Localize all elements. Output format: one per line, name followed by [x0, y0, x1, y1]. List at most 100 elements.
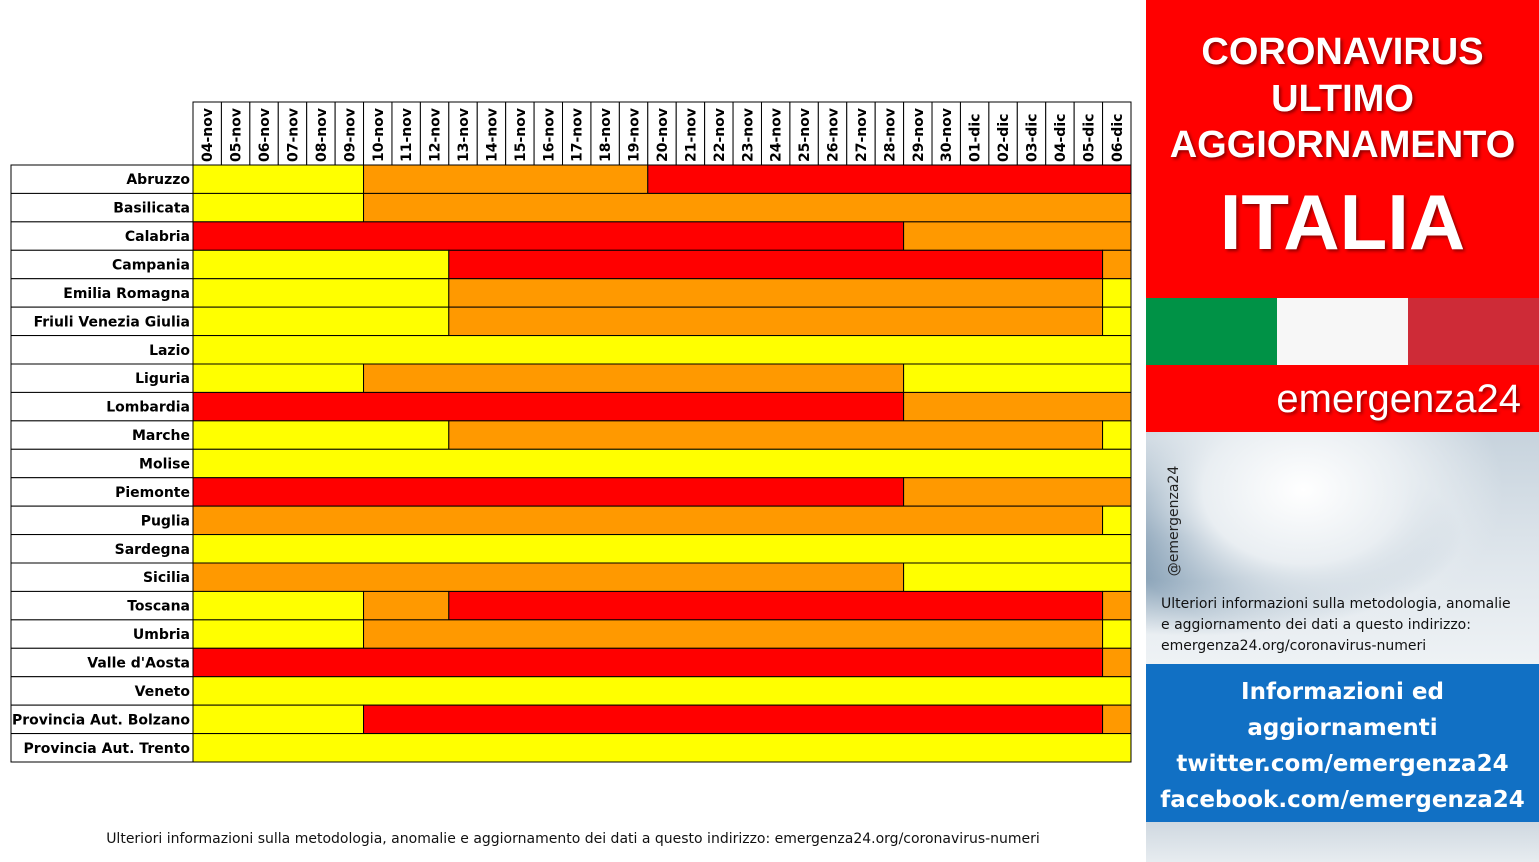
zone-heatmap-chart: 04-nov 05-nov 06-nov 07-nov 08-nov 09-nov 10-n…: [10, 101, 1132, 763]
zone-segment-giallo: [192, 590, 365, 621]
region-label-cell: [10, 477, 194, 507]
date-label: 29-nov: [911, 108, 927, 162]
date-header-cell: [817, 101, 848, 166]
date-label: 26-nov: [826, 108, 842, 162]
methodology-line-3: emergenza24.org/coronavirus-numeri: [1161, 638, 1427, 654]
zone-segment-rosso: [448, 590, 1104, 621]
date-label: 16-nov: [541, 108, 557, 162]
headline-line-2: ULTIMO: [1271, 78, 1414, 120]
zone-segment-giallo: [192, 534, 1132, 564]
zone-segment-giallo: [192, 363, 365, 393]
date-header-cell: [192, 101, 222, 166]
region-label-cell: [10, 505, 194, 536]
headline-country: ITALIA: [1219, 178, 1466, 266]
zone-segment-giallo: [192, 704, 365, 735]
date-label: 21-nov: [683, 108, 699, 162]
zone-segment-rosso: [192, 221, 905, 251]
zone-segment-giallo: [1102, 505, 1132, 536]
date-label: 03-dic: [1025, 114, 1041, 162]
zone-segment-giallo: [1102, 278, 1132, 308]
region-label: Molise: [139, 457, 190, 473]
date-label: 18-nov: [598, 108, 614, 162]
region-label-cell: [10, 733, 194, 763]
zone-segment-arancione: [192, 562, 905, 592]
zone-segment-giallo: [192, 335, 1132, 365]
region-label-cell: [10, 647, 194, 678]
zone-segment-giallo: [192, 164, 365, 194]
date-label: 17-nov: [570, 108, 586, 162]
zone-segment-giallo: [192, 306, 450, 337]
brand-name: emergenza24: [1276, 377, 1521, 421]
region-label: Abruzzo: [126, 172, 190, 188]
footnote: Ulteriori informazioni sulla metodologia…: [106, 831, 1040, 847]
date-header-cell: [760, 101, 791, 166]
region-label: Puglia: [141, 513, 190, 529]
region-label: Provincia Aut. Trento: [24, 741, 191, 757]
region-label-cell: [10, 534, 194, 564]
date-header-cell: [334, 101, 365, 166]
region-label-cell: [10, 391, 194, 422]
zone-segment-arancione: [448, 306, 1104, 337]
region-label: Umbria: [133, 627, 190, 643]
region-label: Piemonte: [115, 485, 190, 501]
zone-segment-giallo: [192, 249, 450, 280]
date-label: 19-nov: [627, 108, 643, 162]
region-label-cell: [10, 249, 194, 280]
region-label-cell: [10, 619, 194, 649]
region-label-cell: [10, 704, 194, 735]
zone-segment-arancione: [1102, 590, 1132, 621]
date-label: 06-nov: [257, 108, 273, 162]
headline-block: CORONAVIRUS ULTIMO AGGIORNAMENTO ITALIA: [1146, 0, 1539, 298]
facebook-link[interactable]: facebook.com/emergenza24: [1160, 787, 1525, 813]
zone-segment-giallo: [192, 619, 365, 649]
zone-segment-arancione: [192, 505, 1104, 536]
zone-segment-arancione: [903, 477, 1132, 507]
social-handle: @emergenza24: [1164, 460, 1184, 582]
twitter-link[interactable]: twitter.com/emergenza24: [1176, 751, 1509, 777]
date-label: 12-nov: [428, 108, 444, 162]
region-label: Lazio: [149, 343, 190, 359]
date-label: 04-dic: [1053, 114, 1069, 162]
headline-line-1: CORONAVIRUS: [1201, 31, 1484, 73]
info-panel: CORONAVIRUS ULTIMO AGGIORNAMENTO ITALIA …: [1146, 0, 1539, 862]
date-label: 25-nov: [797, 108, 813, 162]
date-label: 14-nov: [484, 108, 500, 162]
date-header-cell: [220, 101, 251, 166]
date-header-cell: [675, 101, 706, 166]
zone-segment-arancione: [903, 391, 1132, 422]
date-header-cell: [1045, 101, 1075, 166]
region-label-cell: [10, 335, 194, 365]
methodology-line-1: Ulteriori informazioni sulla metodologia…: [1161, 596, 1511, 612]
background-photo: @emergenza24 Ulteriori informazioni sull…: [1146, 432, 1539, 664]
zone-segment-arancione: [1102, 704, 1132, 735]
region-label: Basilicata: [113, 201, 190, 217]
zone-segment-arancione: [903, 221, 1132, 251]
zone-segment-giallo: [192, 278, 450, 308]
date-label: 08-nov: [314, 108, 330, 162]
methodology-note: Ulteriori informazioni sulla metodologia…: [1161, 594, 1531, 657]
date-label: 23-nov: [740, 108, 756, 162]
date-label: 05-nov: [229, 108, 245, 162]
date-label: 05-dic: [1081, 114, 1097, 162]
zone-segment-arancione: [1102, 249, 1132, 280]
date-label: 20-nov: [655, 108, 671, 162]
region-label: Sardegna: [115, 542, 190, 558]
flag-red-stripe: [1408, 298, 1539, 365]
date-header-cell: [448, 101, 478, 166]
links-line-2: aggiornamenti: [1247, 715, 1438, 741]
zone-segment-arancione: [1102, 647, 1132, 678]
zone-segment-rosso: [448, 249, 1104, 280]
date-label: 13-nov: [456, 108, 472, 162]
date-header-cell: [931, 101, 961, 166]
chart-area: 04-nov 05-nov 06-nov 07-nov 08-nov 09-nov 10-n…: [10, 101, 1132, 847]
date-label: 07-nov: [285, 108, 301, 162]
zone-segment-arancione: [363, 192, 1132, 223]
date-header-cell: [988, 101, 1018, 166]
links-block: Informazioni ed aggiornamenti twitter.co…: [1146, 664, 1539, 822]
zone-segment-arancione: [448, 420, 1104, 450]
date-label: 15-nov: [513, 108, 529, 162]
date-header-cell: [959, 101, 990, 166]
date-header-cell: [789, 101, 819, 166]
date-label: 27-nov: [854, 108, 870, 162]
zone-segment-arancione: [363, 363, 905, 393]
